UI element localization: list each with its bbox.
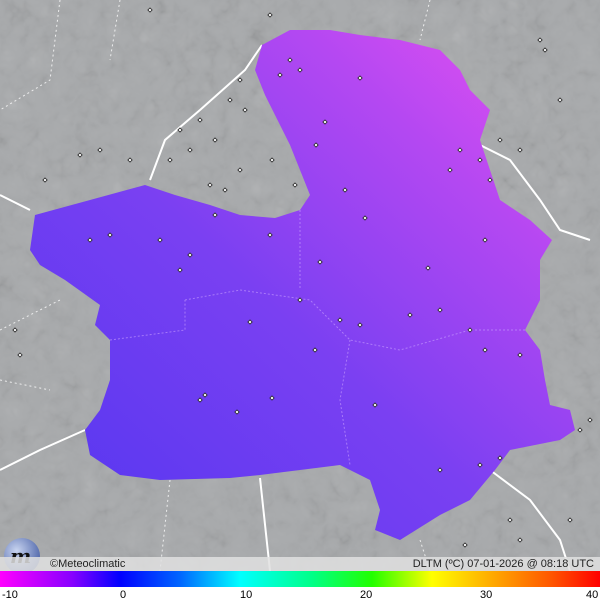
station-marker (187, 252, 193, 258)
station-marker (437, 307, 443, 313)
station-marker (517, 147, 523, 153)
station-marker (542, 47, 548, 53)
tick-label: -10 (2, 589, 18, 601)
station-marker (497, 137, 503, 143)
station-marker (312, 347, 318, 353)
station-marker (447, 167, 453, 173)
station-marker (167, 157, 173, 163)
info-bar: ©Meteoclimatic DLTM (ºC) 07-01-2026 @ 08… (0, 557, 600, 571)
station-marker (457, 147, 463, 153)
station-marker (517, 537, 523, 543)
station-marker (107, 232, 113, 238)
station-marker (157, 237, 163, 243)
station-marker (177, 127, 183, 133)
station-marker (462, 542, 468, 548)
station-marker (297, 297, 303, 303)
station-marker (362, 215, 368, 221)
station-marker (197, 397, 203, 403)
station-marker (42, 177, 48, 183)
station-marker (247, 319, 253, 325)
station-marker (267, 12, 273, 18)
station-marker (187, 147, 193, 153)
station-marker (482, 347, 488, 353)
station-marker (577, 427, 583, 433)
station-marker (517, 352, 523, 358)
station-marker (234, 409, 240, 415)
station-marker (322, 119, 328, 125)
station-marker (269, 395, 275, 401)
station-marker (567, 517, 573, 523)
station-marker (477, 157, 483, 163)
station-marker (287, 57, 293, 63)
station-marker (242, 107, 248, 113)
tick-label: 10 (240, 589, 253, 601)
station-marker (147, 7, 153, 13)
station-marker (212, 137, 218, 143)
station-marker (222, 187, 228, 193)
temperature-colorbar (0, 571, 600, 587)
station-marker (17, 352, 23, 358)
station-marker (97, 147, 103, 153)
station-marker (357, 75, 363, 81)
station-marker (297, 67, 303, 73)
station-marker (557, 97, 563, 103)
station-marker (313, 142, 319, 148)
station-marker (587, 417, 593, 423)
station-marker (425, 265, 431, 271)
variable-timestamp: DLTM (ºC) 07-01-2026 @ 08:18 UTC (412, 558, 594, 570)
station-marker (317, 259, 323, 265)
station-marker (237, 167, 243, 173)
station-marker (467, 327, 473, 333)
station-marker (407, 312, 413, 318)
tick-label: 0 (120, 589, 127, 601)
station-marker (202, 392, 208, 398)
weather-stations (12, 7, 593, 548)
colorbar-ticks: -10 0 10 20 30 40 (0, 587, 600, 607)
province-borders (0, 0, 431, 571)
castilla-la-mancha-region (30, 30, 575, 540)
station-marker (507, 517, 513, 523)
station-marker (212, 212, 218, 218)
station-marker (342, 187, 348, 193)
station-marker (277, 72, 283, 78)
station-marker (77, 152, 83, 158)
copyright-text: ©Meteoclimatic (50, 558, 126, 570)
station-marker (537, 37, 543, 43)
station-marker (197, 117, 203, 123)
station-marker (269, 157, 275, 163)
province-borders-inner (109, 210, 525, 466)
station-marker (487, 177, 493, 183)
station-marker (482, 237, 488, 243)
station-marker (372, 402, 378, 408)
tick-label: 20 (360, 589, 373, 601)
station-marker (497, 455, 503, 461)
station-marker (177, 267, 183, 273)
station-marker (87, 237, 93, 243)
station-marker (227, 97, 233, 103)
station-marker (127, 157, 133, 163)
station-marker (207, 182, 213, 188)
station-marker (12, 327, 18, 333)
region-borders (0, 44, 591, 571)
tick-label: 30 (480, 589, 493, 601)
station-marker (292, 182, 298, 188)
temperature-map[interactable] (0, 0, 600, 571)
station-marker (357, 322, 363, 328)
station-marker (337, 317, 343, 323)
station-marker (477, 462, 483, 468)
station-marker (267, 232, 273, 238)
station-marker (437, 467, 443, 473)
station-marker (237, 77, 243, 83)
tick-label: 40 (586, 589, 599, 601)
